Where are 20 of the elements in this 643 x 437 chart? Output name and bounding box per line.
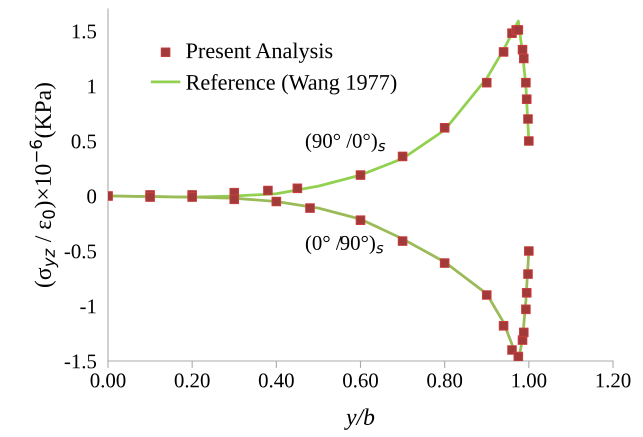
legend-label: Present Analysis [186,42,332,63]
y-tick-label: 1.5 [72,24,96,39]
x-tick-label: 1.20 [596,373,630,388]
y-tick-label: 0.5 [72,134,96,149]
y-tick-label: -1 [80,299,96,314]
x-tick-label: 0.00 [90,373,126,388]
annotation: (0° /90°)$_{s}$ [306,235,384,254]
x-tick-label: 0.80 [427,373,462,388]
x-tick-label: 0.60 [343,373,378,388]
y-tick-label: -0.5 [64,244,96,259]
y-tick-label: 1 [88,79,96,94]
y-tick-label: -1.5 [64,354,96,369]
x-axis-title: y/b [344,408,374,430]
annotation: (90° /0°)$_{s}$ [306,133,386,152]
x-tick-label: 1.00 [512,373,546,388]
legend-label: Reference (Wang 1977) [186,74,396,94]
x-tick-label: 0.20 [174,373,210,388]
x-tick-label: 0.40 [258,373,294,388]
y-tick-label: 0 [87,189,96,204]
y-axis-title: (σ$_{yz}$ / ε$_{0}$)×10$^{−6}$(KPa) [30,83,58,288]
